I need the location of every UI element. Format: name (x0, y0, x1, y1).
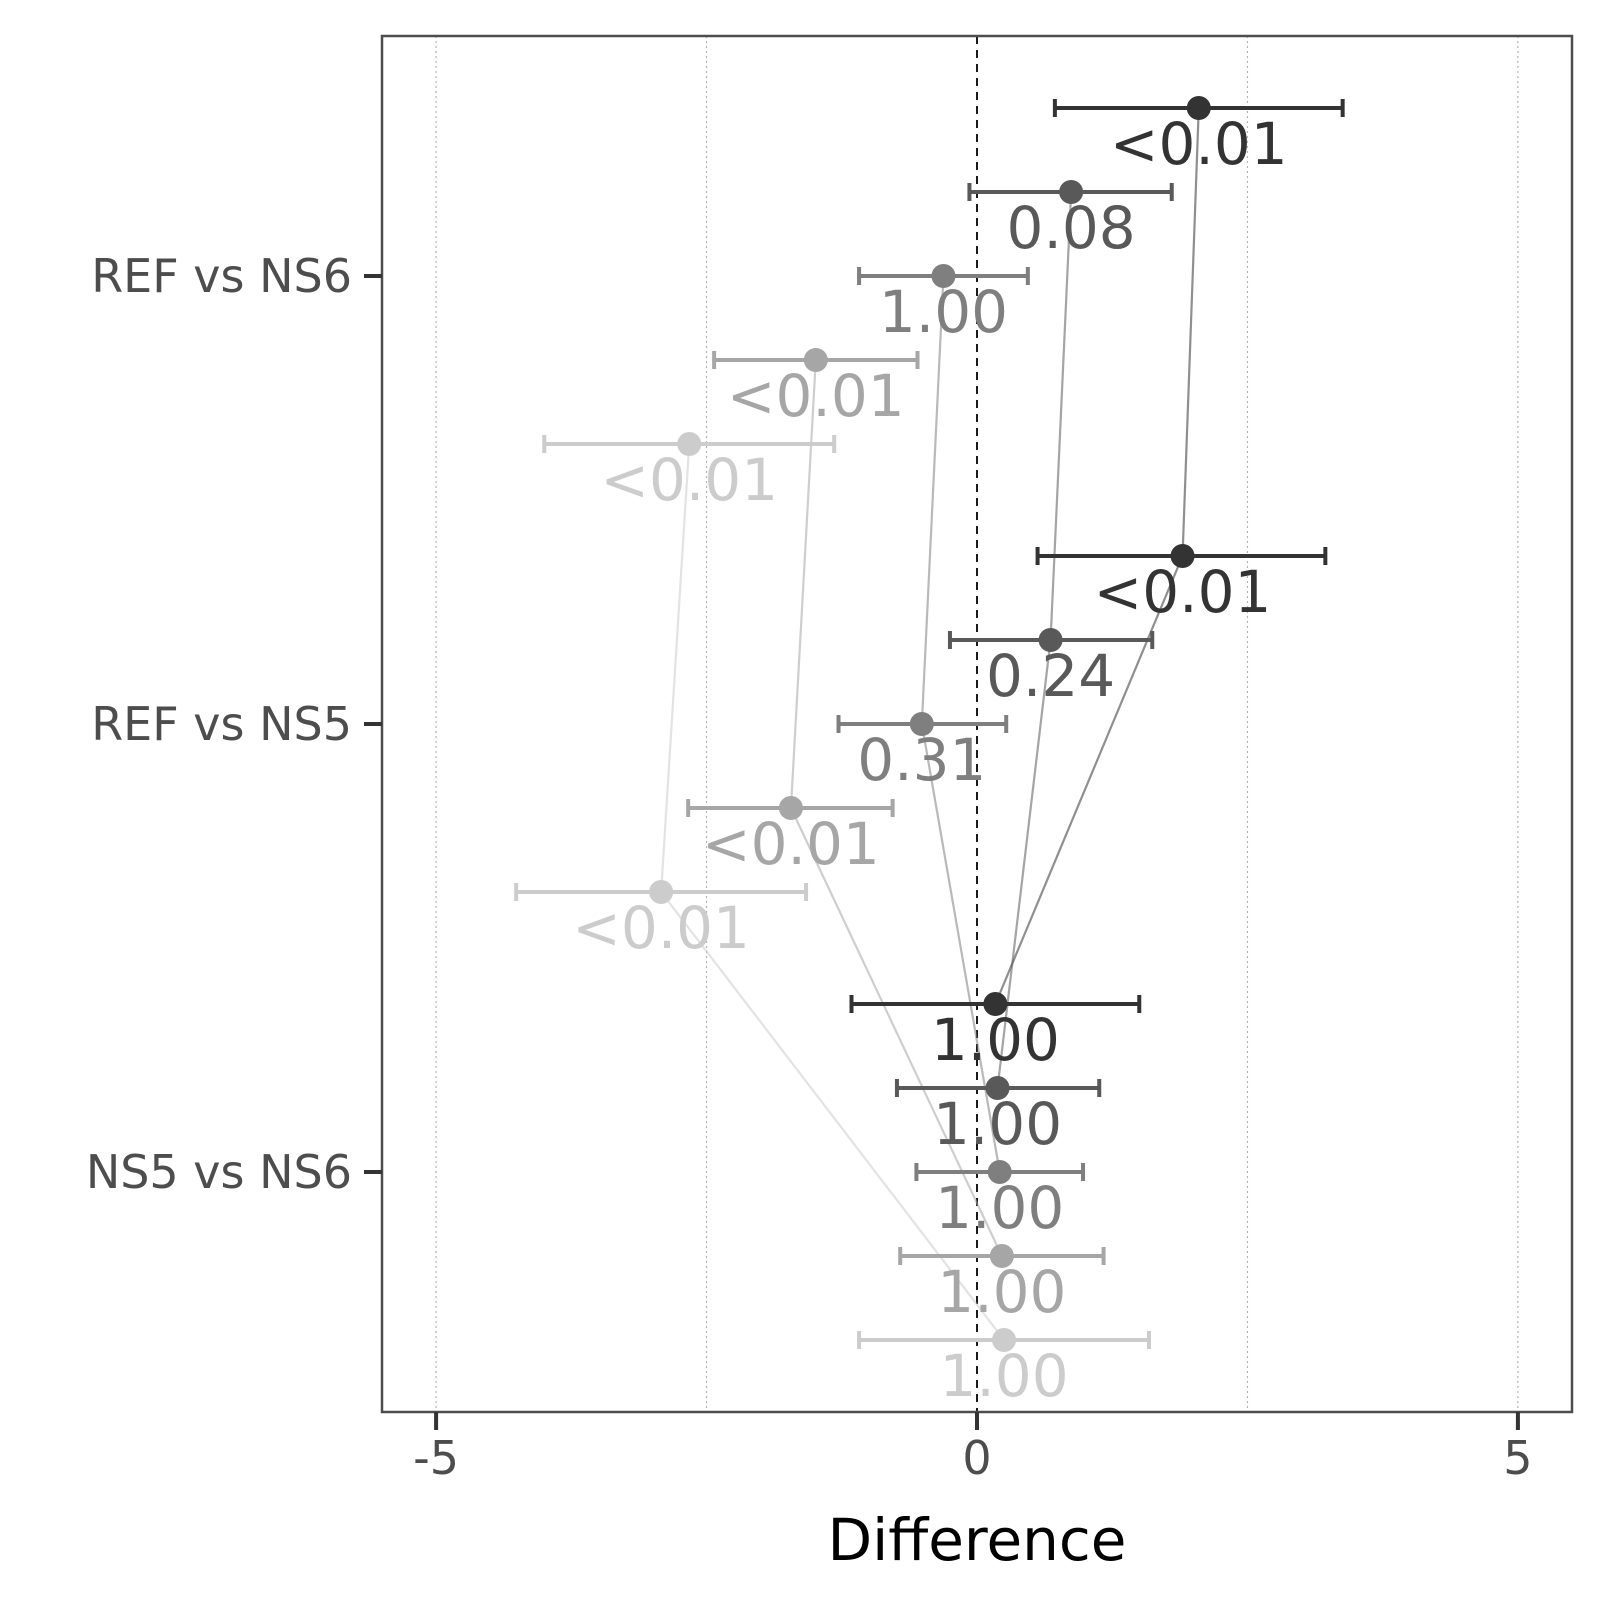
p-value-label: 0.31 (857, 726, 986, 794)
estimate-point (931, 264, 956, 288)
estimate-point (1038, 628, 1063, 652)
p-value-label: <0.01 (600, 446, 778, 514)
p-value-label: <0.01 (1110, 110, 1288, 178)
p-value-label: 1.00 (935, 1174, 1064, 1242)
x-tick-label: 5 (1503, 1431, 1532, 1485)
x-axis: -5 0 5 (413, 1412, 1533, 1485)
p-value-label: 1.00 (937, 1258, 1066, 1326)
x-axis-title: Difference (827, 1506, 1126, 1574)
y-tick-label: REF vs NS6 (91, 249, 352, 303)
x-tick-label: -5 (413, 1431, 459, 1485)
y-axis: REF vs NS6 REF vs NS5 NS5 vs NS6 (86, 249, 382, 1199)
estimate-point (989, 1244, 1014, 1268)
estimate-point (985, 1076, 1010, 1100)
estimate-point (909, 712, 934, 736)
p-value-label: 0.08 (1007, 194, 1136, 262)
p-value-label: 1.00 (931, 1006, 1060, 1074)
p-value-label: 1.00 (939, 1342, 1068, 1410)
estimate-point (778, 796, 803, 820)
estimate-point (1170, 544, 1195, 568)
estimate-point (803, 348, 828, 372)
p-value-label: <0.01 (702, 810, 880, 878)
p-value-label: 1.00 (879, 278, 1008, 346)
estimate-point (992, 1328, 1017, 1352)
p-value-label: 1.00 (933, 1090, 1062, 1158)
estimate-point (987, 1160, 1012, 1184)
p-value-label: <0.01 (572, 894, 750, 962)
p-value-labels: <0.01 <0.01 1.00 0.08 0.24 1.00 1.00 0.31 1.00 <0… (572, 110, 1287, 1410)
estimate-point (649, 880, 674, 904)
y-tick-label: REF vs NS5 (91, 697, 352, 751)
p-value-label: <0.01 (727, 362, 905, 430)
p-value-label: 0.24 (986, 642, 1115, 710)
x-tick-label: 0 (962, 1431, 991, 1485)
estimate-point (983, 992, 1008, 1016)
estimate-points (649, 96, 1211, 1352)
y-tick-label: NS5 vs NS6 (86, 1145, 352, 1199)
estimate-point (677, 432, 702, 456)
estimate-point (1059, 180, 1084, 204)
p-value-label: <0.01 (1094, 558, 1272, 626)
estimate-point (1186, 96, 1211, 120)
